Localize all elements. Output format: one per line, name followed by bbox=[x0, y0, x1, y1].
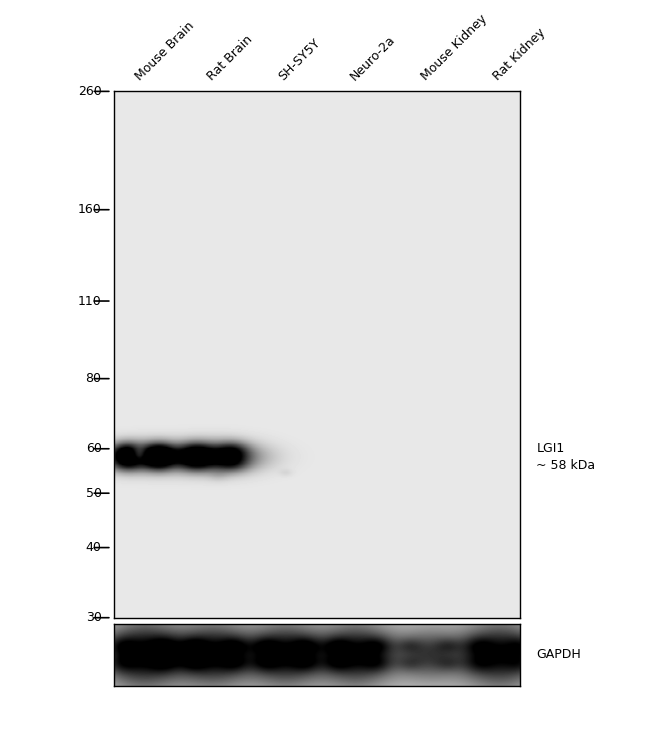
Text: Rat Brain: Rat Brain bbox=[205, 34, 255, 83]
Text: Mouse Kidney: Mouse Kidney bbox=[419, 12, 490, 83]
Text: Rat Kidney: Rat Kidney bbox=[491, 26, 547, 83]
Text: 260: 260 bbox=[78, 85, 101, 98]
Text: 80: 80 bbox=[86, 372, 101, 385]
Text: GAPDH: GAPDH bbox=[536, 648, 581, 661]
Text: 30: 30 bbox=[86, 611, 101, 624]
Text: LGI1
~ 58 kDa: LGI1 ~ 58 kDa bbox=[536, 442, 595, 472]
Text: 40: 40 bbox=[86, 541, 101, 554]
Text: 160: 160 bbox=[78, 203, 101, 216]
Text: 60: 60 bbox=[86, 442, 101, 455]
Text: Neuro-2a: Neuro-2a bbox=[348, 34, 398, 83]
Text: SH-SY5Y: SH-SY5Y bbox=[276, 37, 323, 83]
Text: 50: 50 bbox=[86, 487, 101, 500]
Text: 110: 110 bbox=[78, 295, 101, 308]
Text: Mouse Brain: Mouse Brain bbox=[133, 20, 197, 83]
